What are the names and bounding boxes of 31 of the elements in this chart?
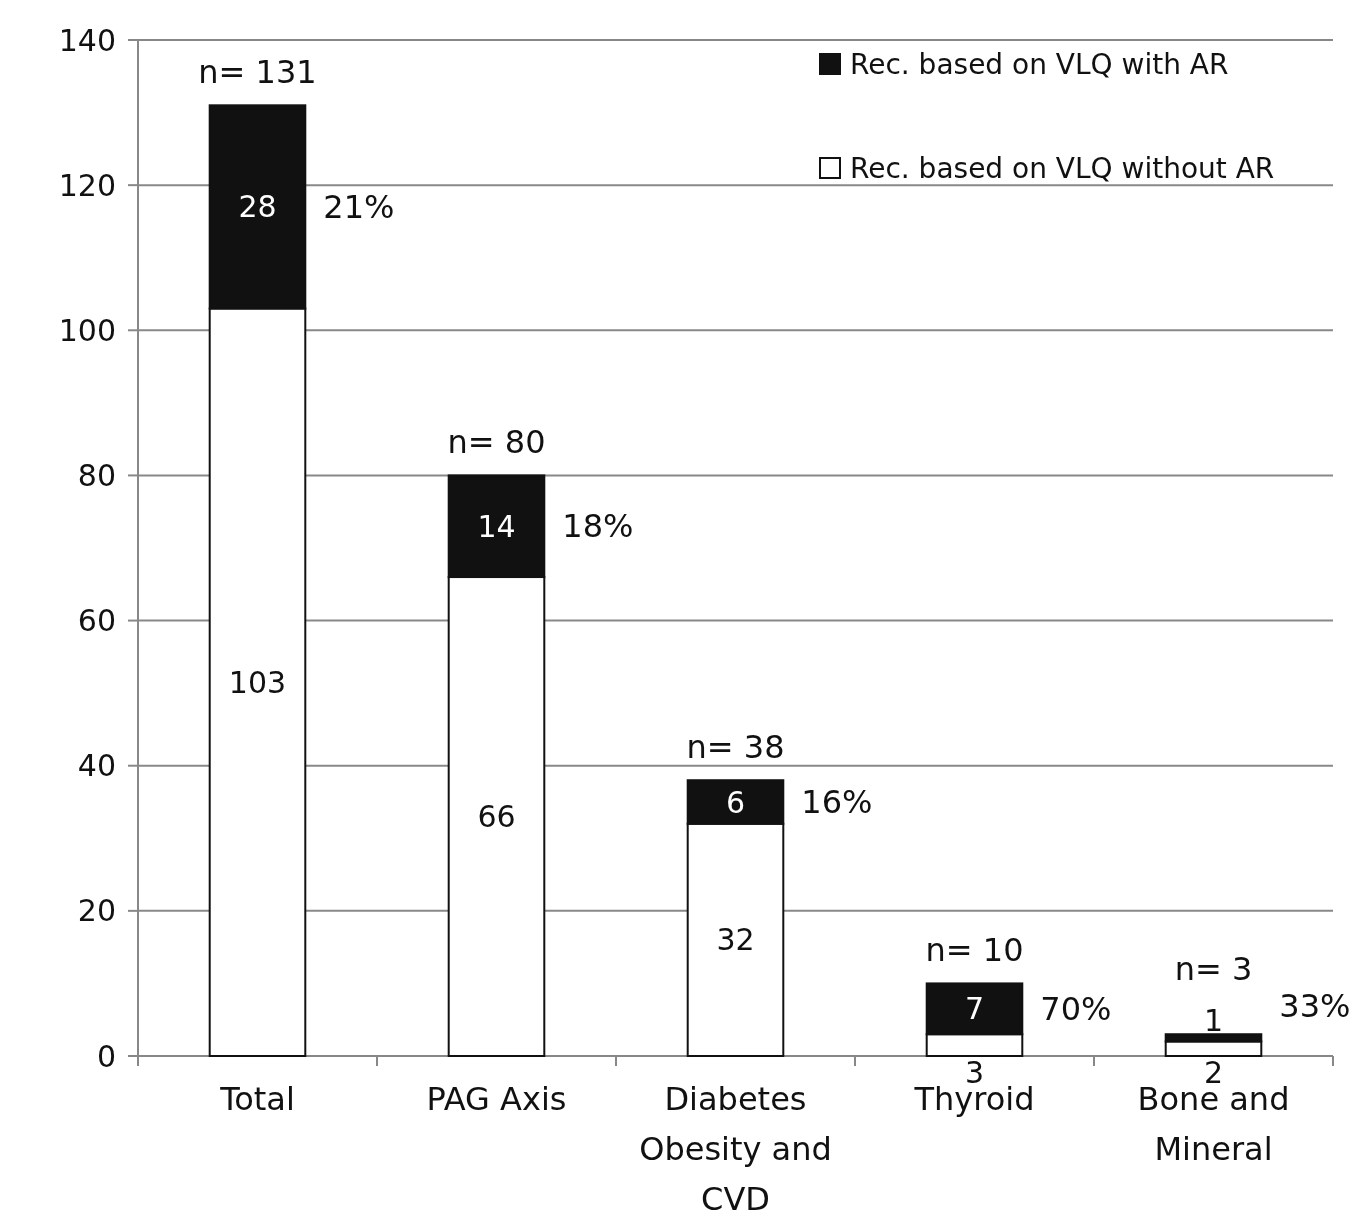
annotation: 18% — [562, 507, 634, 546]
legend-label: Rec. based on VLQ with AR — [850, 47, 1229, 81]
y-tick-label: 140 — [58, 22, 116, 58]
data-label: 14 — [477, 508, 516, 544]
annotation: 21% — [323, 188, 395, 227]
data-label: 1 — [1203, 1002, 1224, 1038]
data-label: 6 — [725, 784, 746, 820]
data-label: 32 — [716, 922, 755, 958]
data-label: 66 — [477, 799, 516, 835]
y-tick-label: 80 — [77, 457, 116, 493]
x-tick-label: PAG Axis — [426, 1080, 567, 1118]
y-tick-label: 100 — [58, 312, 116, 348]
total-label: n= 10 — [925, 931, 1024, 970]
y-tick-label: 120 — [58, 167, 116, 203]
total-label: n= 131 — [198, 53, 317, 92]
total-label: n= 3 — [1174, 950, 1253, 989]
total-label: n= 38 — [686, 728, 785, 767]
data-label: 103 — [228, 664, 287, 700]
x-tick-label: Total — [219, 1080, 295, 1118]
legend-label: Rec. based on VLQ without AR — [850, 151, 1275, 185]
y-tick-label: 0 — [96, 1038, 116, 1074]
total-label: n= 80 — [447, 423, 546, 462]
annotation: 70% — [1040, 990, 1112, 1029]
annotation: 16% — [801, 783, 873, 822]
annotation: 33% — [1279, 987, 1351, 1026]
y-tick-label: 60 — [77, 603, 116, 639]
data-label: 7 — [964, 991, 985, 1027]
x-tick-label: Diabetes Obesity and CVD — [639, 1080, 832, 1218]
y-tick-label: 20 — [77, 893, 116, 929]
data-label: 28 — [238, 189, 277, 225]
y-tick-label: 40 — [77, 748, 116, 784]
